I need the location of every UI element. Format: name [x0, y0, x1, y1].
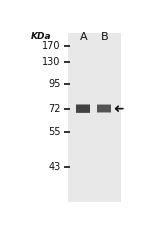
Text: 43: 43	[48, 162, 61, 172]
Text: 170: 170	[42, 41, 61, 51]
Bar	[68, 33, 121, 202]
Bar	[76, 104, 90, 113]
Text: 72: 72	[48, 104, 61, 114]
Bar	[76, 105, 90, 112]
Text: 130: 130	[42, 57, 61, 67]
Text: 95: 95	[48, 79, 61, 89]
Text: A: A	[80, 32, 87, 42]
Bar	[97, 105, 111, 112]
Bar	[76, 105, 90, 112]
Bar	[97, 104, 111, 113]
Text: B: B	[100, 32, 108, 42]
Bar	[97, 105, 111, 112]
Text: 55: 55	[48, 127, 61, 137]
Text: KDa: KDa	[30, 32, 51, 41]
